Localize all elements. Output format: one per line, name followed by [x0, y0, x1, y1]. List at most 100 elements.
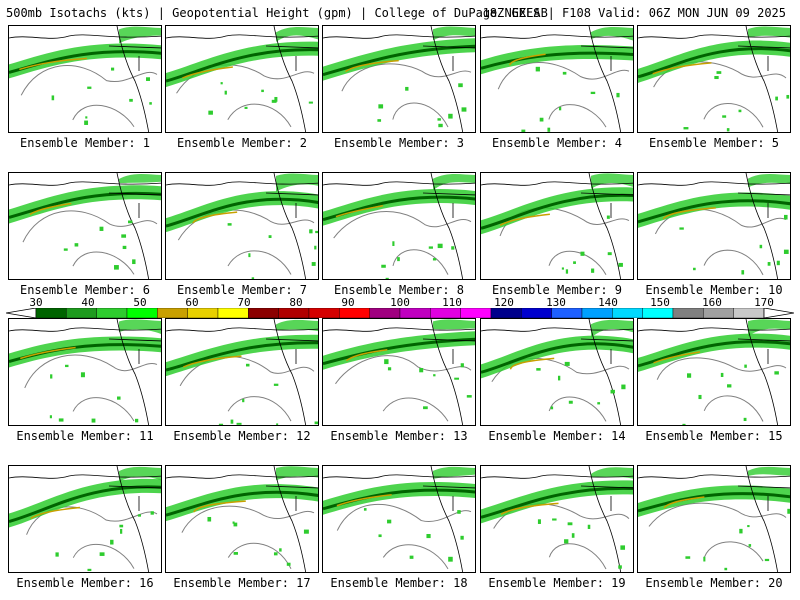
isotach-band — [433, 319, 475, 330]
isotach-core — [638, 199, 790, 224]
isotach-speckle — [110, 539, 114, 545]
colorbar-tick-label: 90 — [341, 296, 355, 309]
colorbar-tick-label: 30 — [29, 296, 43, 309]
isotach-speckle — [724, 567, 728, 571]
isotach-max — [20, 346, 76, 360]
isotach-speckle — [744, 364, 747, 368]
colorbar-arrow-left — [6, 308, 37, 318]
isotach-speckle — [698, 394, 702, 400]
isotach-max — [508, 53, 546, 66]
isotach-speckle — [587, 524, 591, 529]
panel-label: Ensemble Member: 19 — [488, 576, 626, 590]
colorbar-swatch — [581, 308, 613, 318]
isotach-speckle — [432, 258, 437, 261]
isotach-speckle — [775, 96, 778, 101]
isotach-speckle — [224, 90, 227, 95]
colorbar-tick-label: 50 — [133, 296, 147, 309]
isotach-speckle — [741, 270, 745, 275]
isotach-speckle — [759, 244, 763, 249]
panel-label: Ensemble Member: 5 — [648, 136, 780, 150]
colorbar-swatch — [35, 308, 67, 318]
isotach-speckle — [722, 115, 727, 118]
isotach-speckle — [683, 127, 689, 130]
isotach-speckle — [564, 539, 569, 544]
isotach-speckle — [536, 368, 541, 371]
coastline — [9, 26, 161, 132]
isotach-band — [591, 27, 633, 41]
coastline — [638, 26, 790, 132]
colorbar-swatch — [96, 308, 128, 318]
coastline — [323, 466, 475, 572]
isotach-speckle — [685, 556, 691, 559]
isotach-speckle — [580, 251, 585, 256]
ensemble-panel — [8, 318, 162, 426]
isotach-core — [481, 342, 633, 374]
ensemble-panel — [8, 465, 162, 573]
isotach-speckle — [233, 522, 238, 527]
isotach-speckle — [621, 384, 626, 390]
isotach-speckle — [618, 262, 623, 267]
coastline — [323, 26, 475, 132]
isotach-speckle — [218, 423, 224, 425]
colorbar-tick-label: 60 — [185, 296, 199, 309]
isotach-speckle — [428, 246, 433, 249]
isotach-core — [166, 48, 318, 83]
isotach-band — [748, 173, 790, 188]
isotach-core — [323, 337, 475, 366]
isotach-speckle — [273, 383, 279, 386]
map-plot — [166, 466, 318, 572]
isotach-band — [166, 191, 318, 233]
colorbar-tick-label: 70 — [237, 296, 251, 309]
isotach-max — [345, 59, 399, 73]
map-plot — [323, 466, 475, 572]
isotach-max — [509, 357, 555, 370]
colorbar-strip — [6, 308, 794, 318]
panel-label: Ensemble Member: 4 — [491, 136, 623, 150]
colorbar-swatch — [248, 308, 279, 318]
height-contour — [181, 505, 315, 569]
isotach-speckle — [132, 259, 136, 265]
map-plot — [638, 466, 790, 572]
isotach-speckle — [271, 99, 277, 103]
isotach-max — [192, 211, 238, 224]
isotach-speckle — [521, 129, 526, 132]
panel-label: Ensemble Member: 11 — [16, 429, 154, 443]
isotach-speckle — [150, 511, 154, 515]
colorbar-tick-label: 100 — [390, 296, 410, 309]
isotach-speckle — [279, 548, 282, 552]
isotach-core — [323, 488, 475, 511]
isotach-speckle — [378, 534, 382, 538]
height-contour — [336, 503, 472, 570]
isotach-core — [323, 44, 475, 77]
isotach-speckle — [99, 226, 104, 231]
colorbar-tick-label: 130 — [546, 296, 566, 309]
isotach-speckle — [748, 544, 752, 547]
isotach-speckle — [419, 368, 424, 373]
isotach-speckle — [274, 96, 278, 102]
isotach-speckle — [535, 66, 540, 72]
isotach-speckle — [273, 552, 278, 556]
map-plot — [9, 173, 161, 279]
height-contour — [22, 210, 158, 275]
isotach-core — [638, 340, 790, 368]
isotach-speckle — [119, 524, 124, 528]
ensemble-panel — [165, 465, 319, 573]
height-contour — [26, 506, 158, 569]
isotach-band — [591, 173, 633, 189]
map-plot — [166, 26, 318, 132]
isotach-max — [183, 355, 242, 368]
panel-label: Ensemble Member: 18 — [330, 576, 468, 590]
isotach-speckle — [251, 277, 255, 279]
coastline — [166, 466, 318, 572]
chart-title: 500mb Isotachs (kts) | Geopotential Heig… — [6, 6, 548, 20]
isotach-speckle — [552, 518, 557, 521]
isotach-speckle — [564, 361, 570, 366]
colorbar-swatch — [308, 308, 340, 318]
isotach-speckle — [591, 268, 595, 273]
panel-label: Ensemble Member: 10 — [645, 283, 783, 297]
colorbar-tick-label: 160 — [702, 296, 722, 309]
panel-label: Ensemble Member: 16 — [16, 576, 154, 590]
isotach-speckle — [426, 533, 431, 539]
ensemble-panel — [322, 25, 476, 133]
isotach-speckle — [720, 372, 724, 377]
